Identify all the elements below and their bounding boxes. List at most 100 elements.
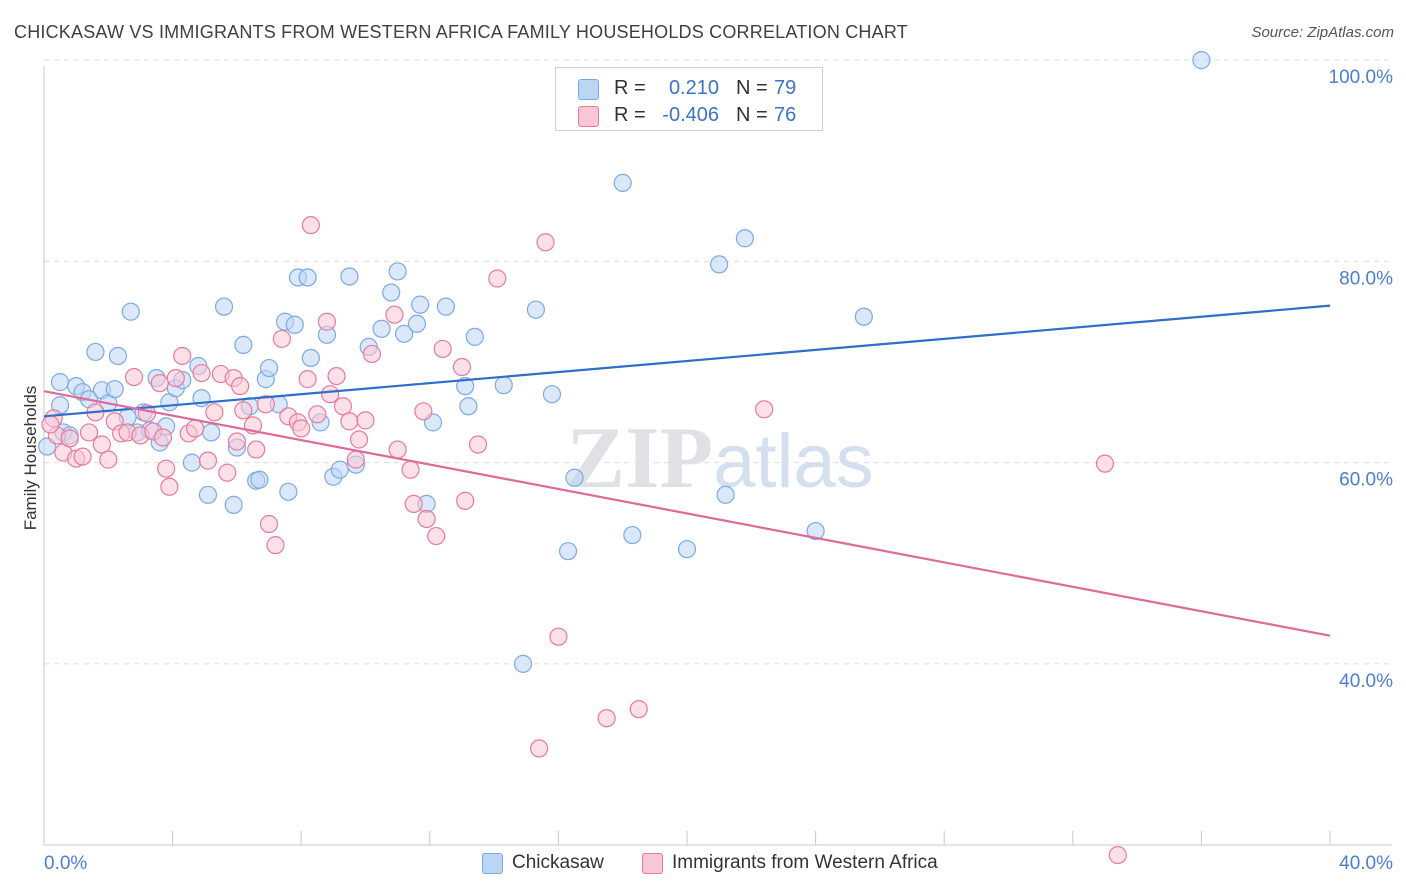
point-western-africa	[292, 419, 311, 438]
point-western-africa	[92, 435, 111, 454]
legend-n-value: 79	[774, 77, 797, 99]
legend-r-label: R =	[614, 77, 646, 99]
point-western-africa	[198, 451, 218, 470]
x-tick-label: 0.0%	[44, 853, 87, 874]
point-chickasaw	[234, 335, 253, 354]
watermark-zip: ZIP	[566, 410, 713, 507]
point-western-africa	[404, 494, 423, 513]
x-tick-label: 40.0%	[1339, 853, 1393, 874]
point-western-africa	[333, 397, 353, 416]
legend-row-chickasaw: R = 0.210 N = 79	[556, 75, 822, 103]
point-chickasaw	[340, 267, 359, 286]
point-western-africa	[356, 411, 375, 430]
correlation-legend: R = 0.210 N = 79 R = -0.406 N = 76	[555, 67, 823, 131]
point-western-africa	[60, 429, 79, 448]
point-western-africa	[218, 463, 237, 482]
point-chickasaw	[558, 542, 578, 561]
point-western-africa	[536, 233, 555, 252]
legend-n-label: N =	[736, 104, 768, 126]
point-western-africa	[205, 403, 224, 422]
point-western-africa	[234, 401, 253, 420]
point-western-africa	[153, 428, 173, 447]
point-chickasaw	[330, 460, 349, 479]
data-points	[38, 51, 1211, 865]
tick-labels: 40.0% 60.0% 80.0% 100.0% 0.0% 40.0%	[44, 67, 1393, 874]
point-chickasaw	[214, 297, 234, 316]
y-tick-label: 100.0%	[1329, 67, 1394, 88]
point-western-africa	[227, 432, 246, 451]
point-chickasaw	[388, 262, 407, 281]
point-chickasaw	[513, 654, 533, 673]
series-label-western-africa: Immigrants from Western Africa	[672, 852, 938, 873]
series-legend: Chickasaw Immigrants from Western Africa	[0, 852, 1406, 876]
series-swatch-western-africa	[642, 853, 663, 874]
legend-r-value: 0.210	[668, 77, 719, 99]
point-chickasaw	[121, 302, 140, 321]
point-chickasaw	[224, 495, 243, 514]
point-chickasaw	[456, 377, 475, 396]
y-axis-label: Family Households	[21, 385, 40, 531]
point-western-africa	[755, 400, 774, 419]
point-western-africa	[385, 305, 404, 324]
point-chickasaw	[279, 482, 298, 501]
point-chickasaw	[285, 315, 304, 334]
point-western-africa	[452, 357, 472, 377]
point-western-africa	[301, 216, 320, 235]
legend-swatch-western-africa	[578, 106, 599, 127]
point-chickasaw	[50, 373, 70, 392]
trend-lines	[43, 304, 1331, 637]
point-chickasaw	[526, 300, 545, 319]
grid-lines	[44, 59, 1392, 665]
point-chickasaw	[182, 453, 201, 472]
point-western-africa	[340, 412, 359, 431]
axes	[43, 66, 1392, 846]
point-western-africa	[427, 526, 446, 546]
point-western-africa	[41, 415, 60, 434]
point-western-africa	[173, 346, 192, 366]
point-western-africa	[433, 339, 452, 359]
point-chickasaw	[407, 314, 427, 333]
point-western-africa	[417, 509, 436, 529]
point-chickasaw	[806, 521, 825, 541]
point-chickasaw	[542, 385, 562, 404]
point-chickasaw	[1192, 51, 1211, 70]
point-western-africa	[79, 423, 99, 442]
y-tick-label: 80.0%	[1339, 268, 1393, 289]
point-western-africa	[186, 419, 205, 438]
point-western-africa	[247, 440, 266, 459]
point-western-africa	[166, 369, 185, 388]
point-western-africa	[362, 344, 382, 364]
point-chickasaw	[372, 319, 391, 338]
legend-row-western-africa: R = -0.406 N = 76	[556, 102, 822, 130]
point-western-africa	[157, 459, 176, 478]
watermark: ZIPatlas	[566, 410, 873, 507]
point-chickasaw	[86, 342, 105, 362]
trend-line-western-africa	[43, 390, 1331, 637]
watermark-atlas: atlas	[713, 419, 874, 504]
point-chickasaw	[623, 525, 642, 545]
point-western-africa	[530, 739, 549, 758]
legend-n-label: N =	[736, 77, 768, 99]
point-chickasaw	[465, 327, 484, 346]
point-western-africa	[597, 709, 616, 728]
point-western-africa	[456, 491, 475, 510]
point-western-africa	[468, 435, 488, 454]
point-western-africa	[231, 377, 250, 396]
point-chickasaw	[854, 307, 873, 326]
point-western-africa	[401, 460, 420, 479]
point-western-africa	[488, 269, 507, 288]
point-western-africa	[327, 366, 346, 386]
point-chickasaw	[382, 283, 401, 302]
point-western-africa	[99, 450, 118, 469]
point-western-africa	[272, 329, 292, 348]
legend-r-label: R =	[614, 104, 646, 126]
y-tick-label: 40.0%	[1339, 671, 1393, 692]
point-western-africa	[549, 627, 568, 646]
point-western-africa	[388, 440, 407, 459]
point-chickasaw	[494, 376, 513, 395]
series-swatch-chickasaw	[482, 853, 503, 874]
point-western-africa	[321, 385, 340, 404]
point-western-africa	[629, 700, 648, 719]
point-western-africa	[256, 395, 275, 414]
point-western-africa	[192, 363, 211, 383]
